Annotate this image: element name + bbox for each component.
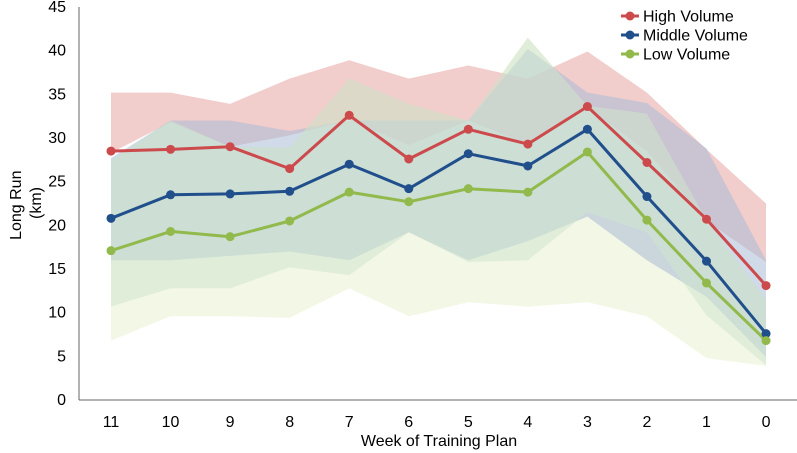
x-tick-labels: 11 10 9 8 7 6 5 4 3 2 1 0	[103, 414, 771, 431]
legend-label-low-volume: Low Volume	[643, 47, 730, 64]
x-tick-label: 5	[464, 414, 473, 431]
point-low-volume	[344, 187, 354, 197]
point-high-volume	[463, 124, 473, 134]
point-high-volume	[225, 142, 235, 152]
y-tick-label: 45	[48, 0, 66, 16]
point-high-volume	[106, 146, 116, 156]
point-low-volume	[404, 197, 414, 207]
point-middle-volume	[106, 213, 116, 223]
y-axis-title-line-1: Long Run	[8, 171, 25, 240]
y-tick-labels: 0 5 10 15 20 25 30 35 40 45	[48, 0, 66, 409]
point-low-volume	[106, 246, 116, 256]
point-low-volume	[166, 226, 176, 236]
y-tick-label: 5	[57, 348, 66, 365]
point-high-volume	[642, 157, 652, 167]
point-high-volume	[702, 214, 711, 224]
point-middle-volume	[523, 161, 533, 171]
x-tick-label: 2	[642, 414, 651, 431]
line-high-volume	[110, 105, 768, 287]
point-high-volume	[285, 164, 295, 174]
axes	[78, 7, 797, 401]
point-low-volume	[761, 336, 771, 346]
x-tick-label: 10	[162, 414, 180, 431]
y-tick-label: 15	[48, 261, 66, 278]
y-axis-title: Long Run (km)	[8, 166, 45, 240]
x-tick-label: 7	[345, 414, 354, 431]
point-high-volume	[761, 281, 771, 291]
legend-marker-high-volume	[625, 11, 635, 21]
point-middle-volume	[166, 190, 176, 200]
point-low-volume	[463, 184, 473, 194]
point-high-volume	[523, 139, 533, 149]
y-tick-label: 25	[48, 174, 66, 191]
y-tick-label: 30	[48, 130, 66, 147]
point-middle-volume	[225, 189, 235, 199]
series-points	[106, 102, 771, 346]
point-middle-volume	[702, 256, 711, 266]
line-middle-volume	[110, 127, 768, 335]
y-tick-label: 40	[48, 43, 66, 60]
legend-label-middle-volume: Middle Volume	[643, 28, 748, 45]
legend-label-high-volume: High Volume	[643, 9, 734, 26]
point-low-volume	[642, 215, 652, 225]
point-middle-volume	[463, 149, 473, 159]
point-high-volume	[344, 110, 354, 120]
line-low-volume	[110, 150, 768, 342]
point-middle-volume	[404, 184, 414, 194]
y-axis-title-line-2: (km)	[28, 187, 45, 219]
y-tick-label: 10	[48, 305, 66, 322]
point-low-volume	[702, 278, 711, 288]
x-tick-label: 4	[523, 414, 532, 431]
x-tick-label: 8	[285, 414, 294, 431]
x-tick-label: 1	[702, 414, 711, 431]
point-low-volume	[582, 147, 592, 157]
series-lines	[110, 105, 768, 342]
legend: High Volume Middle Volume Low Volume	[621, 9, 748, 64]
x-axis-title: Week of Training Plan	[361, 433, 517, 450]
y-tick-label: 0	[57, 392, 66, 409]
x-tick-label: 3	[583, 414, 592, 431]
point-low-volume	[285, 216, 295, 226]
point-middle-volume	[761, 329, 771, 339]
y-tick-label: 20	[48, 217, 66, 234]
point-low-volume	[225, 232, 235, 242]
legend-marker-low-volume	[625, 49, 635, 59]
point-middle-volume	[344, 159, 354, 169]
point-low-volume	[523, 187, 533, 197]
point-middle-volume	[642, 192, 652, 202]
legend-marker-middle-volume	[625, 30, 635, 40]
point-middle-volume	[285, 186, 295, 196]
x-tick-label: 11	[103, 414, 120, 431]
confidence-bands	[111, 37, 766, 366]
point-high-volume	[404, 154, 414, 164]
point-middle-volume	[582, 124, 592, 134]
y-tick-label: 35	[48, 86, 66, 103]
x-tick-label: 0	[762, 414, 771, 431]
point-high-volume	[166, 144, 176, 154]
point-high-volume	[582, 102, 592, 112]
x-tick-label: 6	[404, 414, 413, 431]
x-tick-label: 9	[226, 414, 235, 431]
